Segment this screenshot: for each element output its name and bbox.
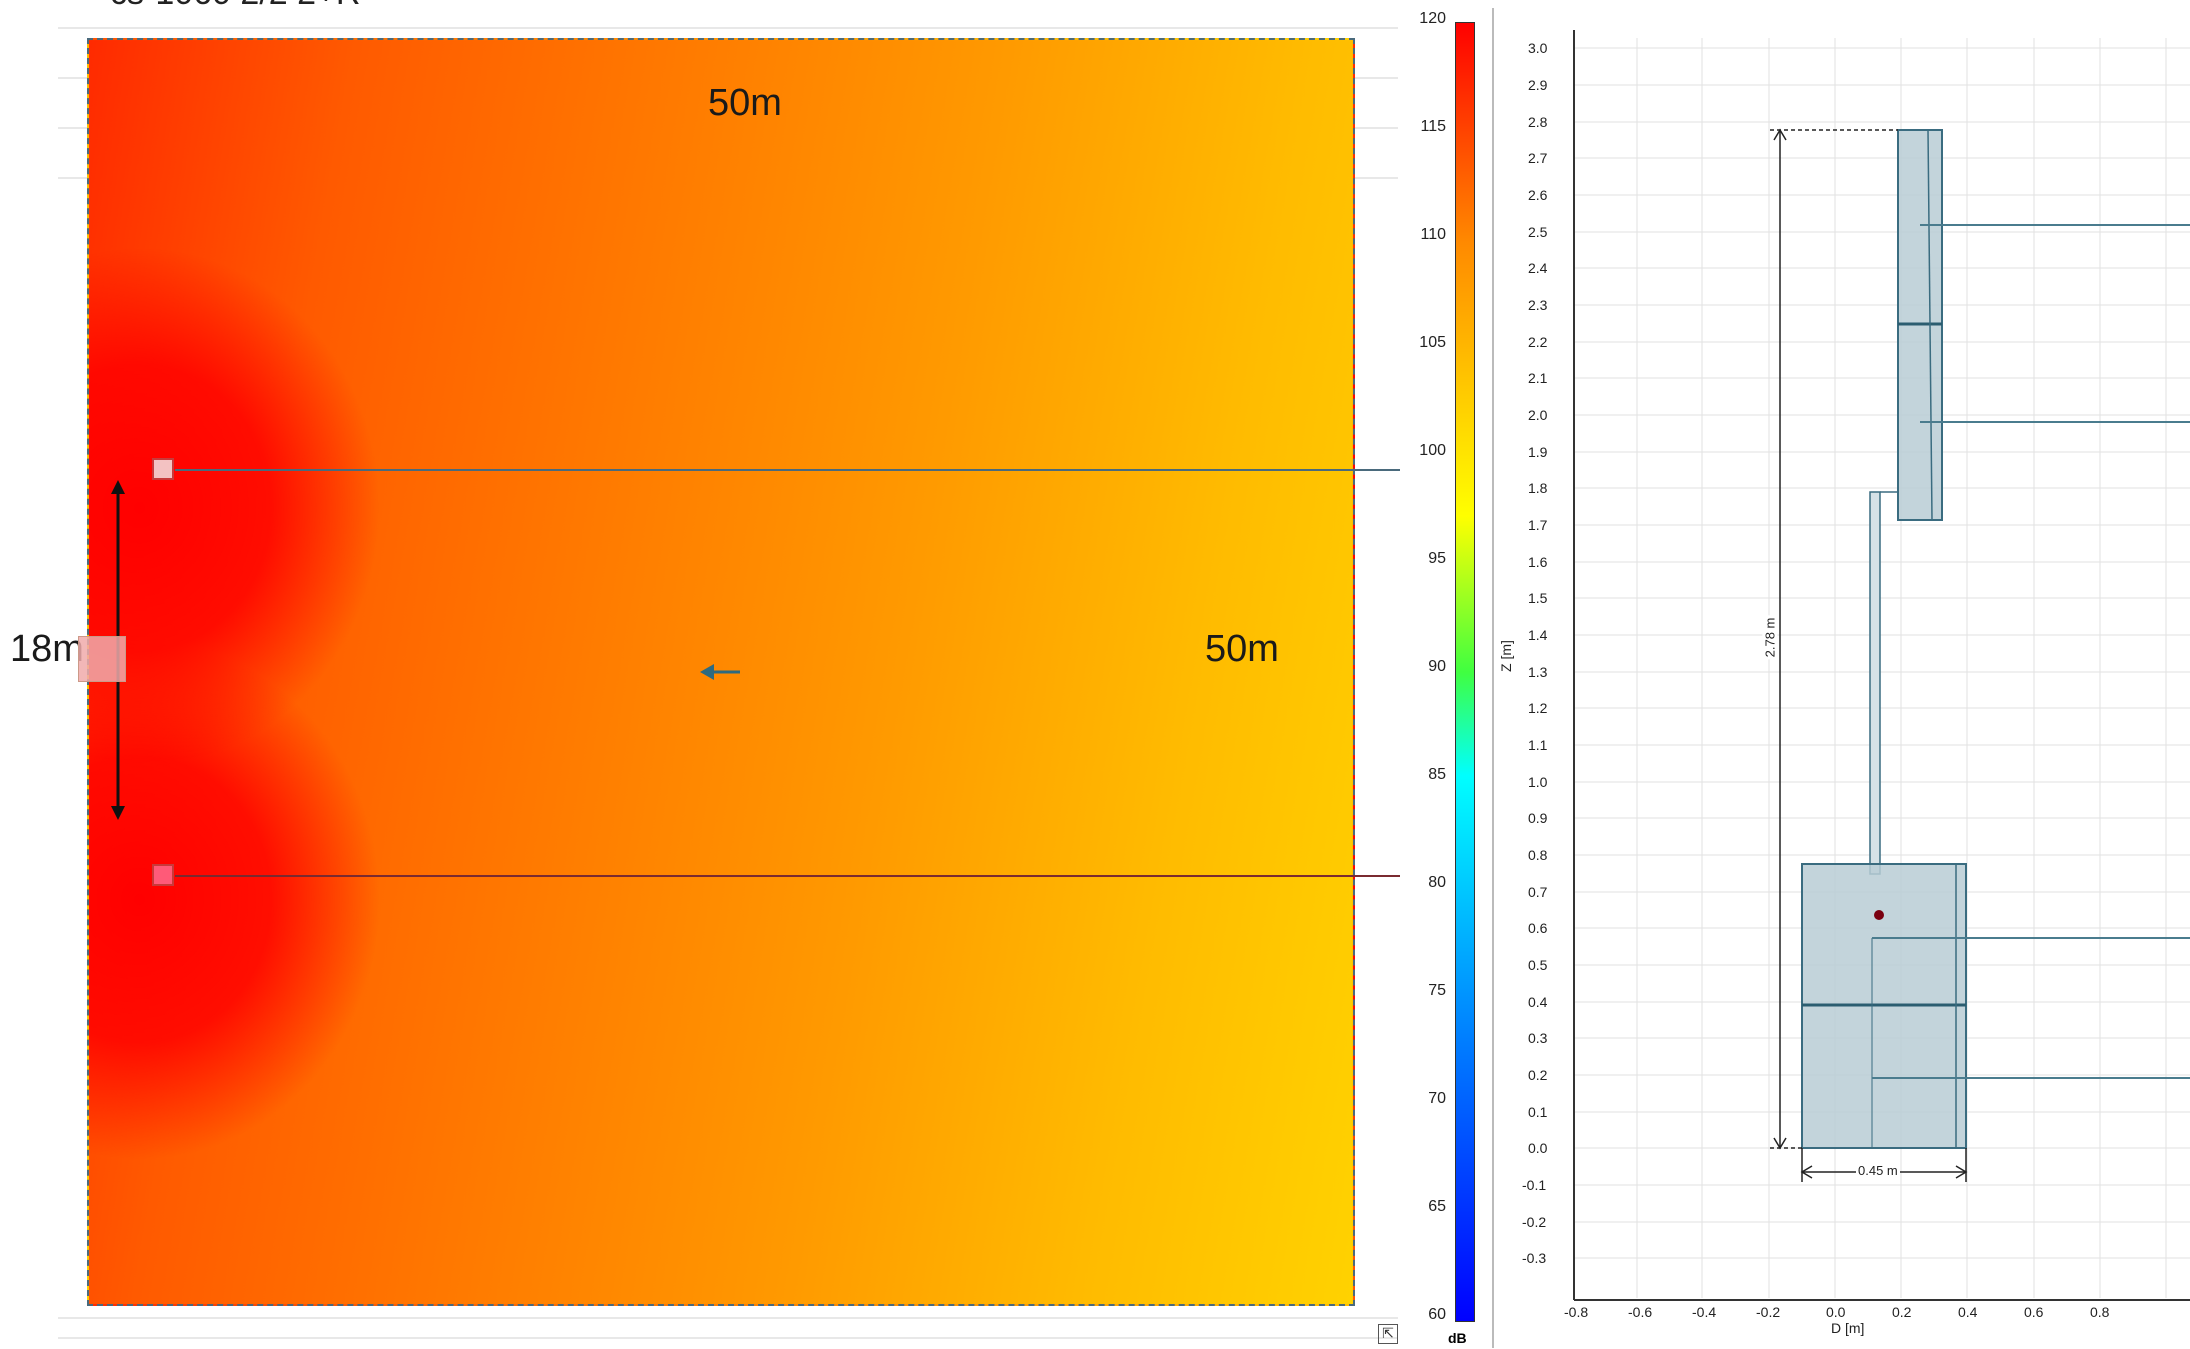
colorbar-tick: 85 [1428,766,1446,783]
colorbar-tick: 120 [1419,10,1446,27]
y-tick: -0.3 [1522,1250,1547,1266]
y-tick: 1.8 [1528,480,1548,496]
height-dimension-label: 2.78 m [1762,615,1778,660]
colorbar-tick: 100 [1419,442,1446,459]
y-axis-label: Z [m] [1497,640,1514,672]
expand-icon[interactable]: ⇱ [1378,1324,1398,1344]
colorbar-tick: 60 [1428,1306,1446,1323]
y-tick: 2.7 [1528,150,1548,166]
y-tick: 1.7 [1528,517,1548,533]
colorbar-tick: 90 [1428,658,1446,675]
colorbar-tick: 95 [1428,550,1446,567]
y-tick: 2.9 [1528,77,1548,93]
y-tick: 1.0 [1528,774,1548,790]
y-tick: 2.1 [1528,370,1548,386]
speaker-marker-bottom[interactable] [152,864,174,886]
y-tick: 0.6 [1528,920,1548,936]
y-tick: -0.2 [1522,1214,1547,1230]
side-view-plot [1573,30,2190,1301]
y-tick: 2.5 [1528,224,1548,240]
x-tick: -0.6 [1628,1304,1653,1320]
colorbar-unit: dB [1448,1330,1467,1346]
dimension-label-right: 50m [1205,628,1279,670]
x-tick: 0.6 [2024,1304,2044,1320]
y-tick: 1.6 [1528,554,1548,570]
colorbar-gradient [1455,22,1475,1322]
aim-ray-bottom [175,875,1400,877]
x-tick: 0.2 [1892,1304,1912,1320]
colorbar-tick: 105 [1419,334,1446,351]
y-tick: 0.5 [1528,957,1548,973]
y-tick: 1.3 [1528,664,1548,680]
x-tick: -0.2 [1756,1304,1781,1320]
width-dimension-label: 0.45 m [1856,1163,1900,1178]
y-tick: 0.3 [1528,1030,1548,1046]
y-tick: 1.4 [1528,627,1548,643]
colorbar-tick: 80 [1428,874,1446,891]
y-tick: 3.0 [1528,40,1548,56]
y-tick: 2.4 [1528,260,1548,276]
dimension-label-top: 50m [708,82,782,124]
y-tick: 2.0 [1528,407,1548,423]
y-tick: 0.4 [1528,994,1548,1010]
aim-ray-top [175,469,1400,471]
x-tick: 0.8 [2090,1304,2110,1320]
y-tick: 0.9 [1528,810,1548,826]
spl-heatmap [87,38,1355,1306]
x-tick: -0.8 [1564,1304,1589,1320]
y-tick: 1.1 [1528,737,1548,753]
x-tick: 0.0 [1826,1304,1846,1320]
dimension-label-left: 18m [10,628,84,670]
colorbar-tick: 75 [1428,982,1446,999]
direction-arrow-icon [700,664,740,680]
x-tick: -0.4 [1692,1304,1717,1320]
y-tick: 0.2 [1528,1067,1548,1083]
y-tick: 0.8 [1528,847,1548,863]
colorbar-tick: 70 [1428,1090,1446,1107]
y-tick: 2.3 [1528,297,1548,313]
y-tick: 2.2 [1528,334,1548,350]
y-tick: 1.2 [1528,700,1548,716]
y-tick: 0.1 [1528,1104,1548,1120]
array-center-marker[interactable] [78,636,126,682]
speaker-marker-top[interactable] [152,458,174,480]
x-axis-label: D [m] [1831,1320,1865,1336]
colorbar-tick: 115 [1420,118,1446,135]
colorbar-tick: 110 [1420,226,1446,243]
window-title-fragment: cs-1060 2/2 2+R [110,0,360,13]
y-tick: 2.6 [1528,187,1548,203]
side-view-panel: 3.0 2.9 2.8 2.7 2.6 2.5 2.4 2.3 2.2 2.1 … [1492,8,2190,1348]
y-tick: 2.8 [1528,114,1548,130]
y-tick: 1.9 [1528,444,1548,460]
y-tick: 0.7 [1528,884,1548,900]
y-tick: 0.0 [1528,1140,1548,1156]
x-tick: 0.4 [1958,1304,1978,1320]
colorbar-tick: 65 [1428,1198,1446,1215]
y-tick: -0.1 [1522,1177,1547,1193]
y-tick: 1.5 [1528,590,1548,606]
colorbar: 120 115 110 105 100 95 90 85 80 75 70 65… [1400,8,1490,1348]
